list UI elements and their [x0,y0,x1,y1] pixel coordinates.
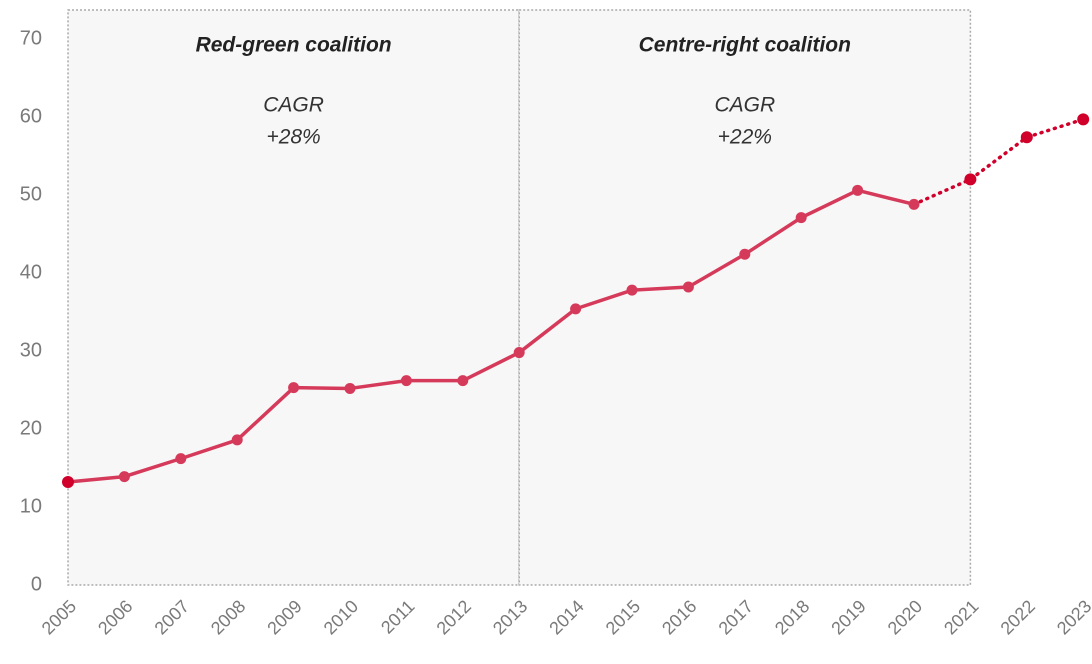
point [344,382,356,394]
point [118,471,130,483]
point [626,284,638,296]
x-tick-label: 2011 [377,596,419,638]
x-tick-label: 2008 [207,596,249,638]
point [1077,113,1090,126]
point [175,453,187,465]
y-tick-label: 10 [20,495,42,517]
region-title: Centre-right coalition [639,34,851,57]
y-tick-label: 0 [31,573,42,595]
point [682,281,694,293]
x-tick-label: 2017 [715,596,757,638]
region-box [67,9,520,586]
region-title: Red-green coalition [196,34,392,57]
point [62,476,74,489]
point [570,303,582,315]
x-tick-label: 2023 [1053,596,1092,638]
x-tick-label: 2012 [433,596,475,638]
line [67,188,915,484]
point [457,375,469,387]
y-tick-label: 60 [20,105,42,127]
y-tick-label: 50 [20,183,42,205]
region-cagr-label: CAGR [263,94,324,117]
x-tick-label: 2020 [884,596,926,638]
x-tick-label: 2007 [151,596,193,638]
x-tick-label: 2013 [489,596,531,638]
y-tick-label: 30 [20,339,42,361]
x-tick-label: 2009 [263,596,305,638]
point [288,382,300,394]
point [795,212,807,224]
x-tick-label: 2018 [771,596,813,638]
x-tick-label: 2006 [94,596,136,638]
point [739,248,751,260]
point [231,434,243,446]
region-cagr: +22% [718,126,772,149]
forecast-line [912,117,1085,207]
region-box [518,9,972,586]
x-tick-label: 2015 [602,596,644,638]
point [1020,131,1033,144]
point [852,184,864,196]
y-tick-label: 70 [20,27,42,49]
point [908,198,920,210]
x-tick-label: 2019 [827,596,869,638]
x-tick-label: 2022 [997,596,1039,638]
region-cagr: +28% [266,126,320,149]
y-tick-label: 40 [20,261,42,283]
x-tick-label: 2014 [545,596,587,638]
point [400,375,412,387]
x-tick-label: 2016 [658,596,700,638]
x-tick-label: 2021 [940,596,982,638]
point [964,173,977,186]
x-tick-label: 2005 [38,596,80,638]
y-tick-label: 20 [20,417,42,439]
point [513,347,525,359]
region-cagr-label: CAGR [714,94,775,117]
x-tick-label: 2010 [320,596,362,638]
